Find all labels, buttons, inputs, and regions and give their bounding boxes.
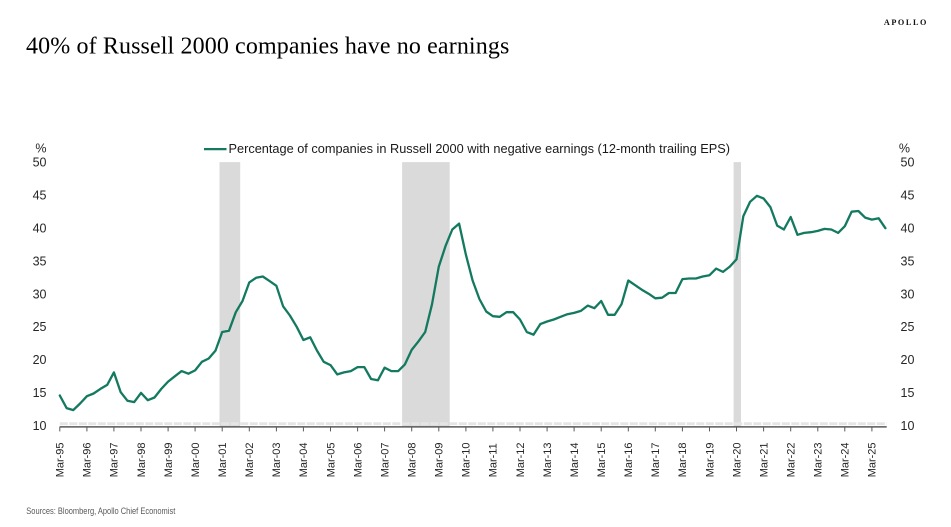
svg-text:Mar-21: Mar-21 [758, 442, 770, 477]
svg-text:Mar-96: Mar-96 [82, 442, 94, 477]
svg-text:Mar-13: Mar-13 [542, 442, 554, 477]
svg-text:Mar-12: Mar-12 [515, 442, 527, 477]
svg-text:Mar-09: Mar-09 [434, 442, 446, 477]
svg-text:40% of Russell 2000 companies: 40% of Russell 2000 companies have no ea… [26, 34, 509, 60]
svg-text:Mar-06: Mar-06 [352, 442, 364, 477]
svg-text:Mar-00: Mar-00 [190, 442, 202, 477]
svg-text:25: 25 [901, 320, 915, 334]
svg-text:Mar-19: Mar-19 [704, 442, 716, 477]
svg-text:%: % [35, 142, 46, 156]
svg-text:APOLLO: APOLLO [884, 18, 928, 27]
svg-text:Mar-95: Mar-95 [55, 442, 67, 477]
svg-text:Mar-02: Mar-02 [244, 442, 256, 477]
svg-text:40: 40 [901, 221, 915, 235]
svg-text:30: 30 [901, 287, 915, 301]
svg-text:Mar-10: Mar-10 [461, 442, 473, 477]
svg-text:Mar-08: Mar-08 [407, 442, 419, 477]
svg-text:45: 45 [33, 189, 47, 203]
svg-text:Percentage of companies in Rus: Percentage of companies in Russell 2000 … [229, 141, 731, 156]
svg-text:15: 15 [33, 386, 47, 400]
svg-text:20: 20 [901, 353, 915, 367]
svg-text:Mar-97: Mar-97 [109, 442, 121, 477]
svg-text:35: 35 [901, 254, 915, 268]
svg-text:30: 30 [33, 287, 47, 301]
svg-text:50: 50 [901, 156, 915, 170]
svg-text:Mar-15: Mar-15 [596, 442, 608, 477]
svg-text:25: 25 [33, 320, 47, 334]
svg-text:45: 45 [901, 189, 915, 203]
svg-text:Mar-11: Mar-11 [488, 443, 500, 477]
svg-text:Mar-18: Mar-18 [677, 442, 689, 477]
svg-text:50: 50 [33, 156, 47, 170]
svg-text:20: 20 [33, 353, 47, 367]
svg-text:Mar-25: Mar-25 [867, 442, 879, 477]
svg-text:35: 35 [33, 254, 47, 268]
svg-text:Mar-24: Mar-24 [840, 442, 852, 477]
svg-text:Mar-23: Mar-23 [813, 442, 825, 477]
svg-text:Mar-01: Mar-01 [217, 442, 229, 477]
svg-text:Mar-14: Mar-14 [569, 442, 581, 477]
svg-text:Mar-99: Mar-99 [163, 442, 175, 477]
svg-text:Mar-03: Mar-03 [271, 442, 283, 477]
svg-text:15: 15 [901, 386, 915, 400]
svg-text:Mar-04: Mar-04 [298, 442, 310, 477]
svg-text:Mar-98: Mar-98 [136, 442, 148, 477]
svg-text:%: % [899, 142, 910, 156]
svg-text:Mar-16: Mar-16 [623, 442, 635, 477]
svg-text:Sources: Bloomberg, Apollo Chi: Sources: Bloomberg, Apollo Chief Economi… [26, 506, 175, 516]
svg-text:10: 10 [901, 419, 915, 433]
svg-text:10: 10 [33, 419, 47, 433]
svg-text:Mar-20: Mar-20 [731, 442, 743, 477]
svg-text:Mar-17: Mar-17 [650, 442, 662, 477]
svg-text:Mar-07: Mar-07 [379, 442, 391, 477]
svg-text:Mar-05: Mar-05 [325, 442, 337, 477]
svg-text:Mar-22: Mar-22 [786, 442, 798, 477]
svg-text:40: 40 [33, 221, 47, 235]
